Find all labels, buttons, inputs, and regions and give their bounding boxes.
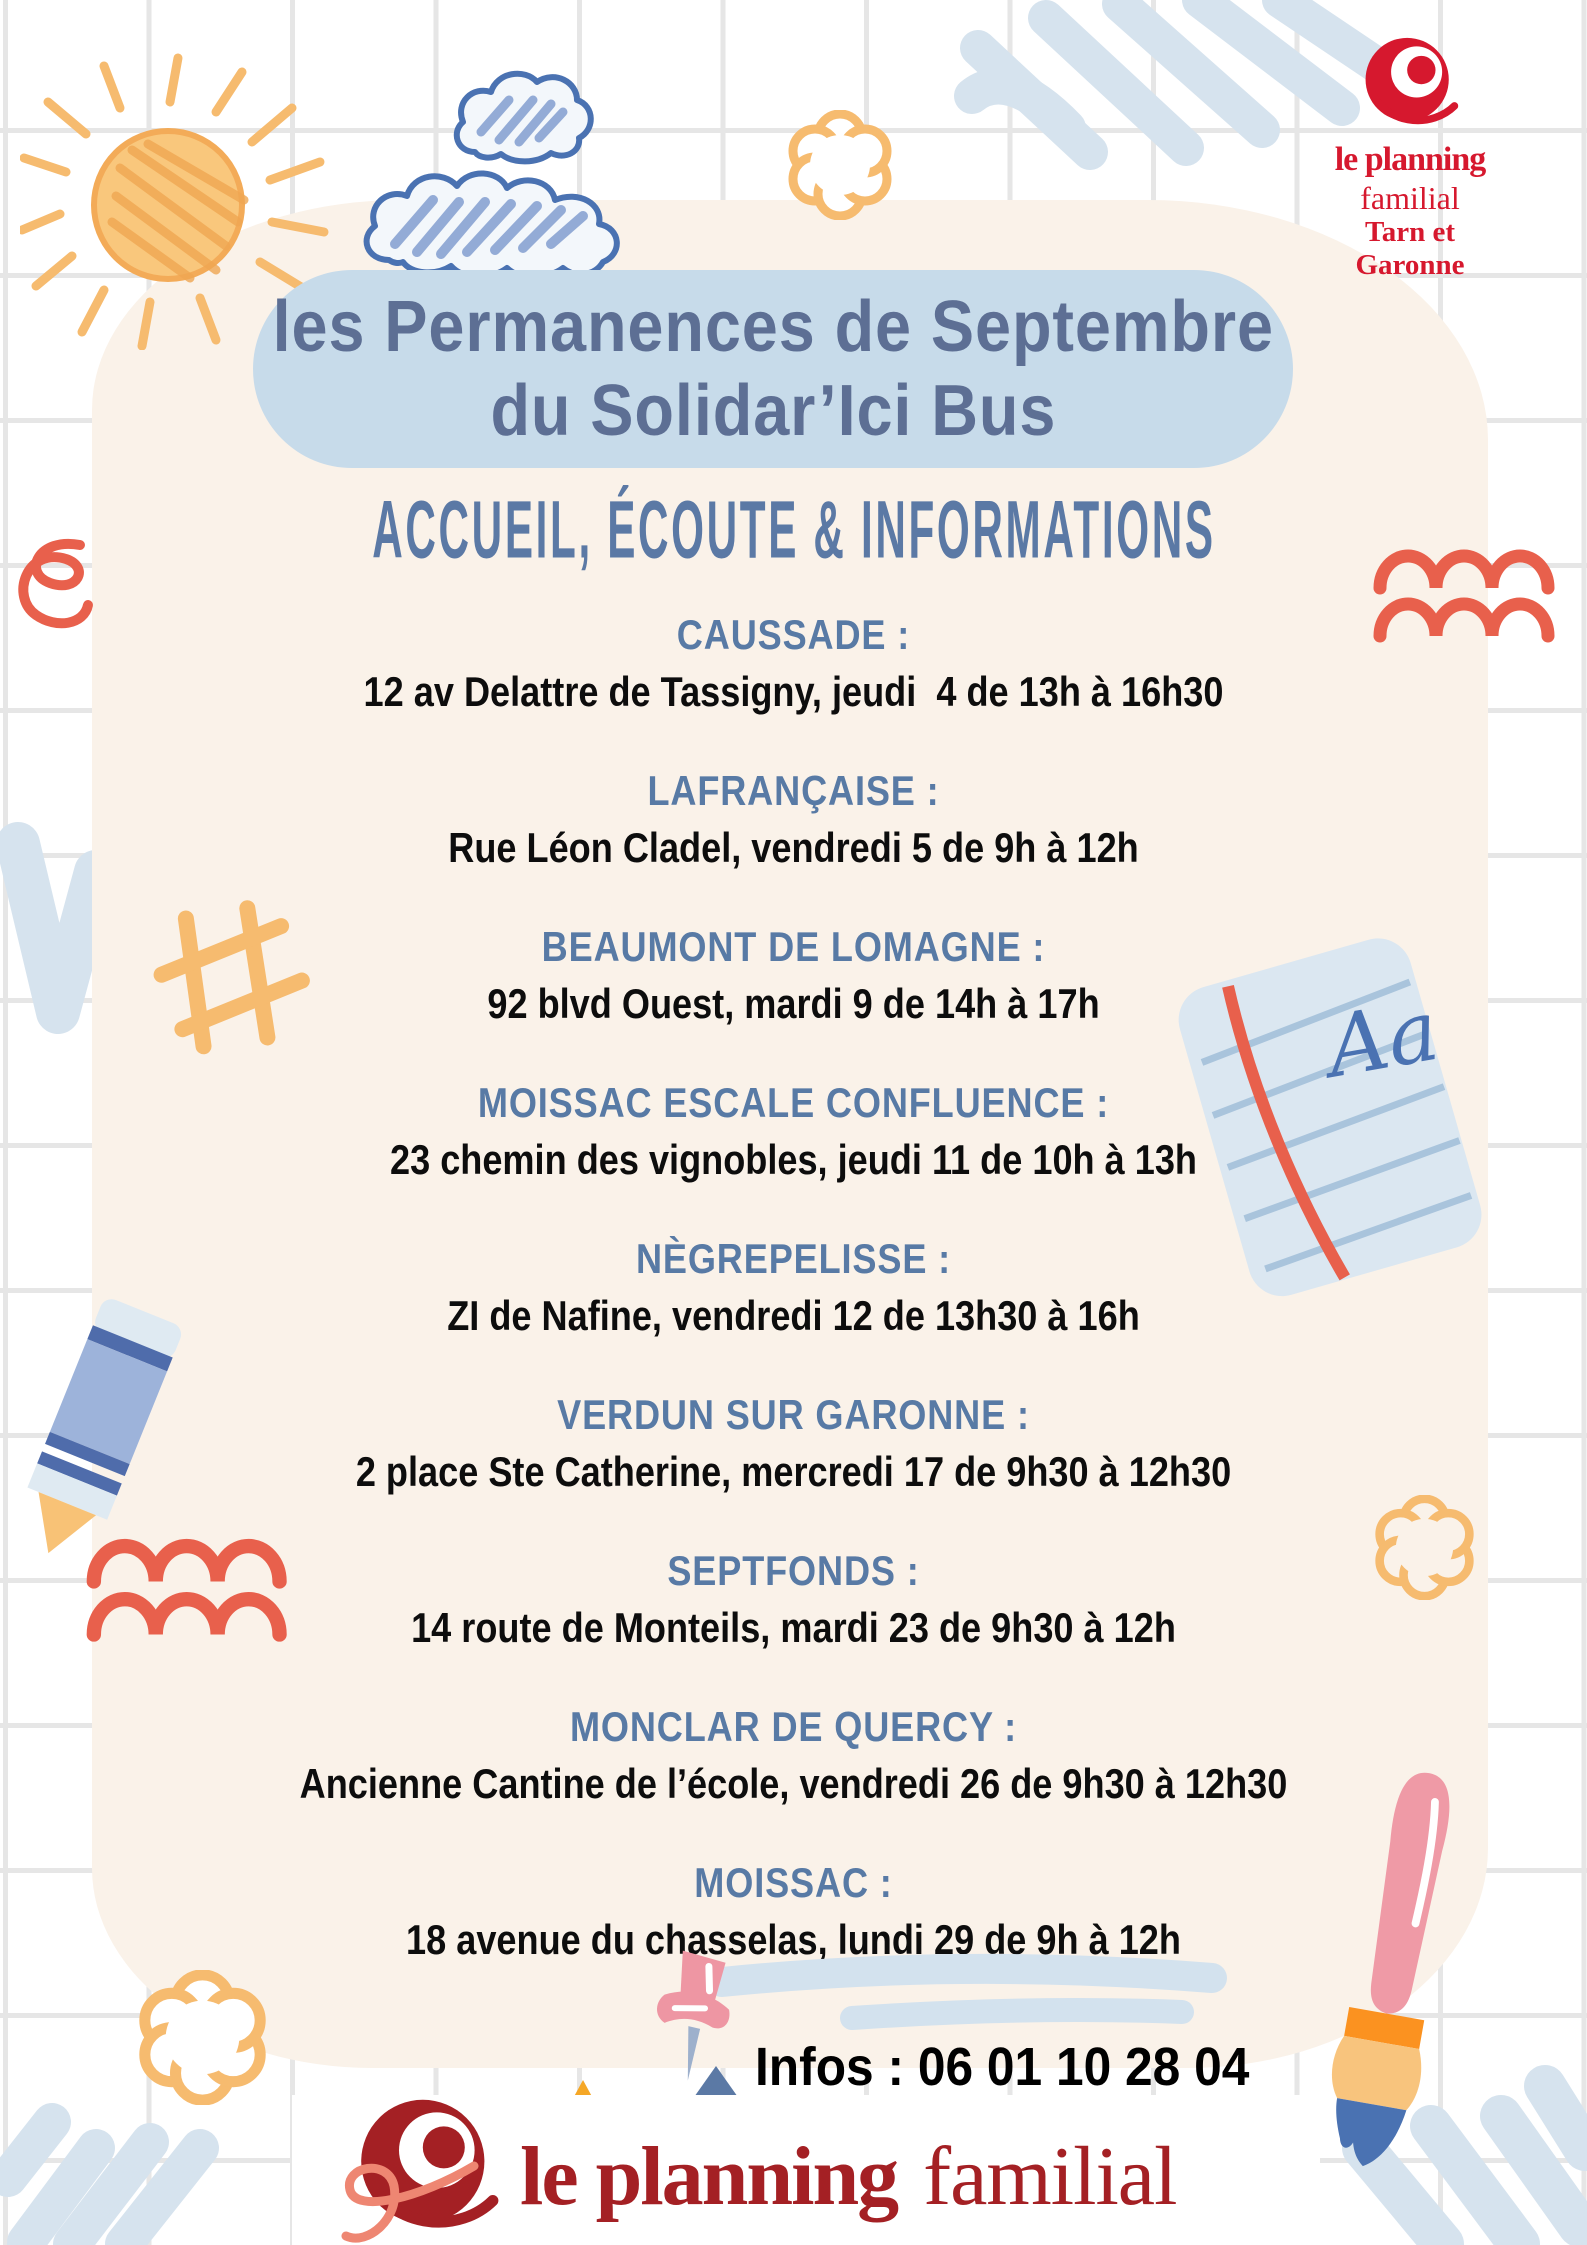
footer-logo-part1: le planning	[520, 2130, 899, 2223]
subtitle: ACCUEIL, ÉCOUTE & INFORMATIONS	[371, 483, 1216, 576]
page-title-line2: du Solidar’Ici Bus	[490, 371, 1056, 451]
footer-logo: le planning familial	[520, 2128, 1177, 2225]
squiggle-doodle-icon	[18, 538, 93, 629]
cloud-doodle-icon	[453, 70, 594, 165]
wave-doodle-icon	[1373, 549, 1555, 643]
schedule-entry: MOISSAC ESCALE CONFLUENCE : 23 chemin de…	[60, 1079, 1527, 1185]
note-paper-doodle-icon: Aa	[1178, 938, 1482, 1297]
scribble-doodle-icon	[1342, 2065, 1587, 2245]
scribble-doodle-icon	[0, 2103, 219, 2245]
entry-city: SEPTFONDS :	[667, 1547, 920, 1594]
entry-city: CAUSSADE :	[676, 611, 911, 658]
sun-doodle-icon	[20, 53, 329, 350]
infos-phone: Infos : 06 01 10 28 04	[755, 2037, 1250, 2097]
wave-doodle-icon	[86, 1538, 287, 1642]
footer-logo-part2: familial	[923, 2130, 1177, 2223]
note-paper-text: Aa	[1313, 981, 1446, 1098]
entry-city: VERDUN SUR GARONNE :	[557, 1391, 1030, 1438]
entry-details: 23 chemin des vignobles, jeudi 11 de 10h…	[389, 1136, 1198, 1183]
schedule-entry: MOISSAC : 18 avenue du chasselas, lundi …	[60, 1859, 1527, 1965]
hashtag-doodle-icon	[153, 900, 310, 1055]
entry-details: 92 blvd Ouest, mardi 9 de 14h à 17h	[487, 980, 1100, 1027]
entry-details: 14 route de Monteils, mardi 23 de 9h30 à…	[411, 1604, 1176, 1651]
page-title-line1: les Permanences de Septembre	[272, 287, 1274, 367]
entry-details: ZI de Nafine, vendredi 12 de 13h30 à 16h	[447, 1292, 1140, 1339]
schedule-entry: NÈGREPELISSE : ZI de Nafine, vendredi 12…	[60, 1235, 1527, 1341]
entry-details: 18 avenue du chasselas, lundi 29 de 9h à…	[406, 1916, 1181, 1963]
entry-city: MONCLAR DE QUERCY :	[569, 1703, 1018, 1750]
corner-logo-line2: familial	[1360, 180, 1460, 216]
flower-doodle-icon	[788, 110, 892, 220]
schedule-entry: SEPTFONDS : 14 route de Monteils, mardi …	[60, 1547, 1527, 1653]
cloud-doodle-icon	[363, 170, 620, 280]
corner-logo-line1: le planning	[1334, 141, 1487, 178]
title-banner: les Permanences de Septembre du Solidar’…	[253, 270, 1293, 468]
squiggle-doodle-icon	[341, 2161, 479, 2243]
brush-stroke-doodle-icon	[707, 1953, 1227, 2030]
schedule-entry: MONCLAR DE QUERCY : Ancienne Cantine de …	[60, 1703, 1527, 1809]
entry-details: Ancienne Cantine de l’école, vendredi 26…	[299, 1760, 1288, 1807]
scribble-doodle-icon	[954, 0, 1426, 170]
corner-logo-line3: Tarn et	[1365, 216, 1455, 248]
triangle-doodle-icon	[692, 2066, 740, 2100]
flower-doodle-icon	[139, 1970, 266, 2105]
paintbrush-doodle-icon	[1332, 1772, 1450, 2167]
entry-details: 2 place Ste Catherine, mercredi 17 de 9h…	[355, 1448, 1232, 1495]
entry-city: BEAUMONT DE LOMAGNE :	[541, 923, 1046, 970]
pushpin-doodle-icon	[657, 1950, 730, 2081]
flower-doodle-icon	[1375, 1495, 1474, 1600]
entry-city: LAFRANÇAISE :	[647, 767, 940, 814]
crayon-doodle-icon	[27, 1299, 182, 1554]
schedule-entry: LAFRANÇAISE : Rue Léon Cladel, vendredi …	[60, 767, 1527, 873]
corner-logo-line4: Garonne	[1355, 249, 1465, 281]
planning-familial-logo-icon	[1365, 37, 1459, 125]
schedule-entry: BEAUMONT DE LOMAGNE : 92 blvd Ouest, mar…	[60, 923, 1527, 1029]
schedule-list: CAUSSADE : 12 av Delattre de Tassigny, j…	[60, 611, 1527, 2015]
planning-familial-logo: le planning familial Tarn et Garonne	[1295, 36, 1525, 282]
entry-details: 12 av Delattre de Tassigny, jeudi 4 de 1…	[363, 668, 1224, 715]
entry-details: Rue Léon Cladel, vendredi 5 de 9h à 12h	[448, 824, 1139, 871]
entry-city: NÈGREPELISSE :	[635, 1235, 952, 1282]
entry-city: MOISSAC :	[694, 1859, 893, 1906]
subtitle-wrap: ACCUEIL, ÉCOUTE & INFORMATIONS	[0, 482, 1587, 575]
entry-city: MOISSAC ESCALE CONFLUENCE :	[477, 1079, 1110, 1126]
schedule-entry: VERDUN SUR GARONNE : 2 place Ste Catheri…	[60, 1391, 1527, 1497]
schedule-entry: CAUSSADE : 12 av Delattre de Tassigny, j…	[60, 611, 1527, 717]
